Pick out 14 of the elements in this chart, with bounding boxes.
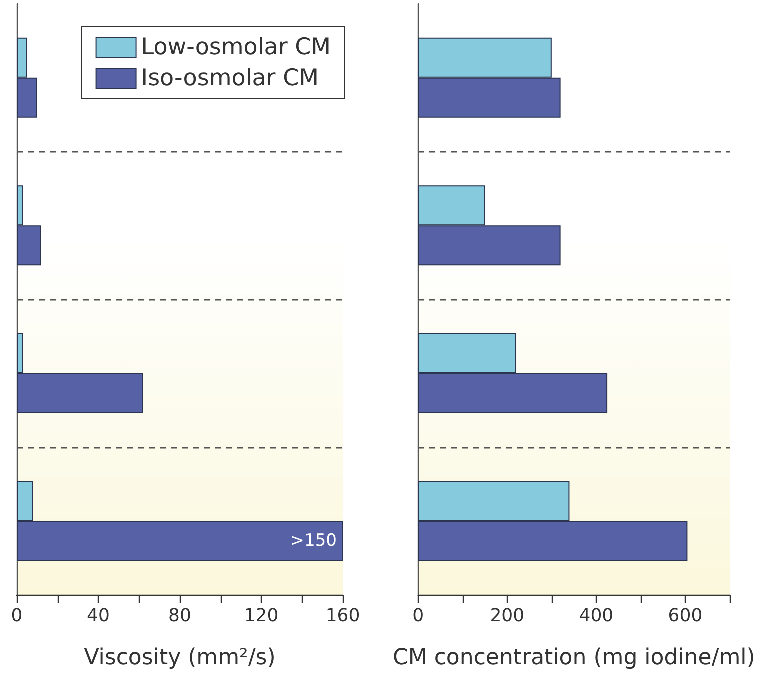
x-tick-label: 120 bbox=[244, 606, 279, 626]
x-tick-label: 80 bbox=[168, 606, 192, 626]
data-label: >150 bbox=[290, 531, 337, 552]
x-tick-label: 400 bbox=[579, 606, 614, 626]
x-tick-label: 0 bbox=[412, 606, 424, 626]
x-tick-label: 600 bbox=[668, 606, 703, 626]
x-tick-label: 200 bbox=[490, 606, 525, 626]
x-axis-title: CM concentration (mg iodine/ml) bbox=[392, 646, 756, 670]
x-tick-label: 0 bbox=[11, 606, 23, 626]
legend-label: Low-osmolar CM bbox=[141, 34, 332, 60]
x-tick-label: 40 bbox=[87, 606, 110, 626]
x-axis-title: Viscosity (mm²/s) bbox=[84, 646, 276, 670]
x-tick-label: 160 bbox=[326, 606, 360, 626]
legend-label: Iso-osmolar CM bbox=[141, 66, 319, 92]
